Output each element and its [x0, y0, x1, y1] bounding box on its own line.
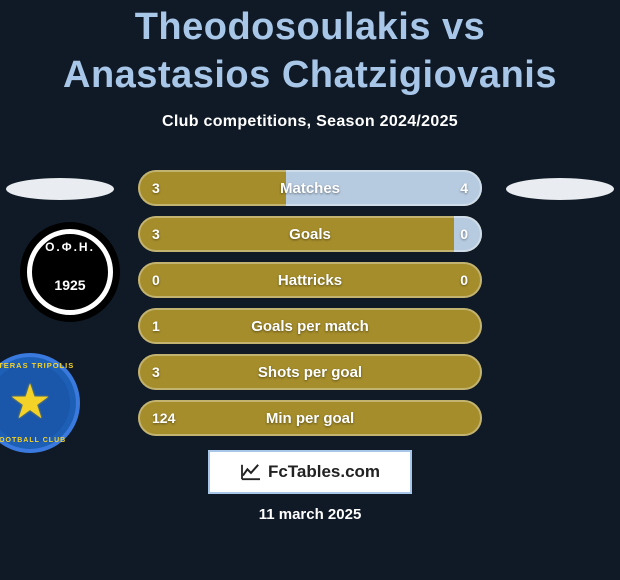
ofi-ring: Ο.Φ.Η. 1925 — [27, 229, 113, 315]
source-badge: FcTables.com — [208, 450, 412, 494]
stat-value-left: 124 — [152, 410, 175, 426]
stat-bar-outline — [138, 262, 482, 298]
stat-bar-outline — [138, 354, 482, 390]
stat-value-left: 0 — [152, 272, 160, 288]
stat-bar-goals: 3 Goals 0 — [138, 216, 482, 252]
star-icon: ★ — [8, 379, 51, 427]
ofi-letters: Ο.Φ.Η. — [32, 240, 108, 254]
stat-label: Hattricks — [138, 272, 482, 289]
team-logo-right: ASTERAS TRIPOLIS ★ FOOTBALL CLUB — [0, 353, 80, 453]
stat-value-right: 0 — [460, 226, 468, 242]
stat-bar-outline — [138, 400, 482, 436]
stat-bars: 3 Matches 4 3 Goals 0 0 Hattricks 0 1 Go… — [138, 170, 482, 446]
stat-label: Shots per goal — [138, 364, 482, 381]
stat-bar-outline — [138, 216, 482, 252]
stat-bar-matches: 3 Matches 4 — [138, 170, 482, 206]
stat-value-left: 3 — [152, 364, 160, 380]
stat-label: Goals — [138, 226, 482, 243]
shadow-left — [6, 178, 114, 200]
stat-value-left: 3 — [152, 226, 160, 242]
subtitle: Club competitions, Season 2024/2025 — [0, 113, 620, 131]
date-text: 11 march 2025 — [0, 506, 620, 523]
stat-value-left: 1 — [152, 318, 160, 334]
asteras-inner: ★ — [0, 363, 70, 443]
stat-label: Min per goal — [138, 410, 482, 427]
stat-bar-seg-right — [454, 216, 482, 252]
ofi-year: 1925 — [54, 277, 85, 293]
asteras-bottom-text: FOOTBALL CLUB — [0, 437, 76, 444]
asteras-top-text: ASTERAS TRIPOLIS — [0, 361, 76, 370]
stat-bar-shots-per-goal: 3 Shots per goal — [138, 354, 482, 390]
team-logo-left: Ο.Φ.Η. 1925 — [20, 222, 120, 322]
stat-bar-outline — [138, 308, 482, 344]
stat-value-right: 0 — [460, 272, 468, 288]
page-title: Theodosoulakis vs Anastasios Chatzigiova… — [0, 0, 620, 99]
stat-bar-seg-right — [286, 170, 482, 206]
stat-value-right: 4 — [460, 180, 468, 196]
shadow-right — [506, 178, 614, 200]
stat-bar-min-per-goal: 124 Min per goal — [138, 400, 482, 436]
stat-bar-goals-per-match: 1 Goals per match — [138, 308, 482, 344]
stat-bar-hattricks: 0 Hattricks 0 — [138, 262, 482, 298]
stat-value-left: 3 — [152, 180, 160, 196]
chart-icon — [240, 463, 262, 481]
source-badge-text: FcTables.com — [268, 462, 380, 482]
stat-label: Goals per match — [138, 318, 482, 335]
